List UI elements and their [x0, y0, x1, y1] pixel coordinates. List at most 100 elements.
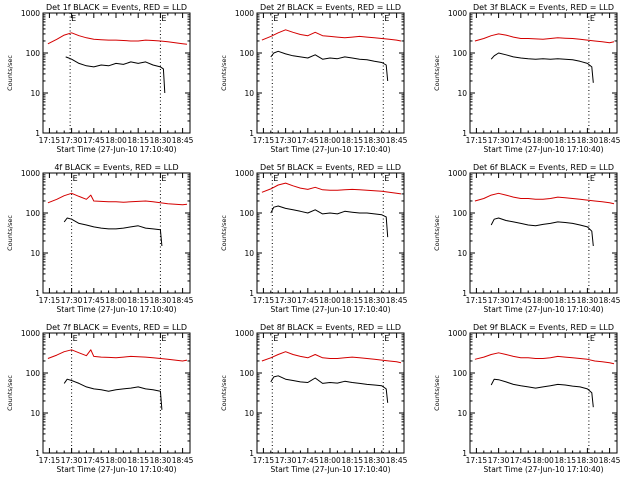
lld-series-line: [261, 351, 402, 364]
event-marker-label: E: [73, 334, 78, 343]
x-axis-label: Start Time (27-Jun-10 17:10:40): [484, 465, 604, 474]
x-tick-label: 17:45: [297, 456, 319, 465]
y-axis-label: Counts/sec: [220, 375, 228, 411]
y-axis-label: Counts/sec: [433, 215, 441, 251]
plot-title: Det 3f BLACK = Events, RED = LLD: [473, 3, 614, 12]
x-tick-label: 18:30: [150, 136, 172, 145]
y-axis-label: Counts/sec: [6, 55, 14, 91]
y-tick-label: 1: [35, 129, 40, 138]
events-series-line: [63, 217, 163, 247]
x-tick-label: 18:15: [341, 296, 363, 305]
x-tick-label: 18:00: [105, 136, 127, 145]
x-tick-label: 17:15: [39, 296, 61, 305]
y-axis-label: Counts/sec: [433, 375, 441, 411]
lld-series-line: [47, 192, 188, 206]
x-tick-label: 18:00: [319, 296, 341, 305]
x-tick-label: 18:45: [386, 136, 408, 145]
y-tick-label: 1000: [448, 169, 467, 178]
y-tick-label: 1: [462, 449, 467, 458]
y-axis-label: Counts/sec: [220, 215, 228, 251]
plot-title: Det 2f BLACK = Events, RED = LLD: [260, 3, 401, 12]
x-tick-label: 17:30: [275, 456, 297, 465]
x-tick-label: 17:15: [466, 136, 488, 145]
events-series-line: [270, 50, 389, 82]
x-tick-label: 17:15: [253, 296, 275, 305]
event-marker-label: E: [161, 174, 166, 183]
x-tick-label: 18:45: [599, 136, 621, 145]
y-axis-label: Counts/sec: [220, 55, 228, 91]
x-tick-label: 18:45: [172, 296, 194, 305]
lld-series-line: [47, 349, 188, 362]
plot-title: Det 1f BLACK = Events, RED = LLD: [46, 3, 187, 12]
event-marker-label: E: [590, 334, 595, 343]
events-series-line: [65, 56, 166, 94]
events-series-line: [270, 205, 389, 238]
detector-plot-3: Det 3f BLACK = Events, RED = LLD 1 10 100 10…: [433, 3, 621, 154]
x-axis-label: Start Time (27-Jun-10 17:10:40): [57, 145, 177, 154]
event-marker-label: E: [161, 14, 166, 23]
x-tick-label: 17:30: [61, 136, 83, 145]
y-axis-label: Counts/sec: [6, 215, 14, 251]
plot-frame: [42, 172, 191, 294]
y-axis-label: Counts/sec: [6, 375, 14, 411]
y-tick-label: 1: [249, 129, 254, 138]
y-tick-label: 100: [453, 369, 468, 378]
detector-plot-8: Det 8f BLACK = Events, RED = LLD 1 10 100 10…: [220, 323, 408, 474]
plot-frame: [256, 332, 405, 454]
y-tick-label: 100: [26, 209, 41, 218]
x-tick-label: 17:45: [83, 456, 105, 465]
x-tick-label: 18:45: [386, 456, 408, 465]
x-tick-label: 18:15: [127, 296, 149, 305]
x-tick-label: 18:45: [386, 296, 408, 305]
detector-plot-4: 4f BLACK = Events, RED = LLD 1 10 100 1000 Co…: [6, 163, 194, 314]
x-tick-label: 18:30: [150, 296, 172, 305]
y-tick-label: 100: [240, 209, 255, 218]
x-tick-label: 17:15: [39, 456, 61, 465]
x-tick-label: 18:45: [599, 456, 621, 465]
y-tick-label: 10: [244, 249, 254, 258]
plot-frame: [42, 12, 191, 134]
x-tick-label: 18:15: [341, 136, 363, 145]
events-series-line: [270, 375, 389, 403]
plot-title: Det 8f BLACK = Events, RED = LLD: [260, 323, 401, 332]
y-tick-label: 1: [35, 289, 40, 298]
lld-series-line: [474, 192, 615, 205]
x-tick-label: 18:30: [150, 456, 172, 465]
plot-frame: [469, 12, 618, 134]
lld-series-line: [261, 182, 402, 195]
lld-series-line: [474, 352, 615, 365]
y-tick-label: 10: [244, 409, 254, 418]
events-series-line: [490, 378, 594, 408]
event-marker-label: E: [590, 14, 595, 23]
x-tick-label: 18:30: [364, 456, 386, 465]
y-tick-label: 100: [26, 49, 41, 58]
x-tick-label: 17:30: [61, 456, 83, 465]
y-tick-label: 100: [240, 369, 255, 378]
plot-frame: [256, 12, 405, 134]
x-tick-label: 17:15: [466, 456, 488, 465]
x-tick-label: 17:30: [488, 296, 510, 305]
events-series-line: [490, 217, 594, 247]
x-tick-label: 17:15: [466, 296, 488, 305]
detector-plot-2: Det 2f BLACK = Events, RED = LLD 1 10 100 10…: [220, 3, 408, 154]
detector-plot-5: Det 5f BLACK = Events, RED = LLD 1 10 100 10…: [220, 163, 408, 314]
x-tick-label: 17:30: [488, 456, 510, 465]
y-tick-label: 1: [249, 289, 254, 298]
x-tick-label: 18:30: [364, 136, 386, 145]
x-tick-label: 17:30: [61, 296, 83, 305]
event-marker-label: E: [71, 14, 76, 23]
x-tick-label: 17:45: [297, 136, 319, 145]
x-tick-label: 18:45: [599, 296, 621, 305]
event-marker-label: E: [384, 334, 389, 343]
x-tick-label: 18:00: [532, 136, 554, 145]
x-axis-label: Start Time (27-Jun-10 17:10:40): [484, 305, 604, 314]
x-tick-label: 18:00: [532, 456, 554, 465]
detector-plot-9: Det 9f BLACK = Events, RED = LLD 1 10 100 10…: [433, 323, 621, 474]
y-tick-label: 10: [244, 89, 254, 98]
y-axis-label: Counts/sec: [433, 55, 441, 91]
y-tick-label: 10: [457, 89, 467, 98]
y-tick-label: 1000: [448, 9, 467, 18]
y-tick-label: 1: [249, 449, 254, 458]
x-tick-label: 17:30: [488, 136, 510, 145]
x-axis-label: Start Time (27-Jun-10 17:10:40): [57, 465, 177, 474]
